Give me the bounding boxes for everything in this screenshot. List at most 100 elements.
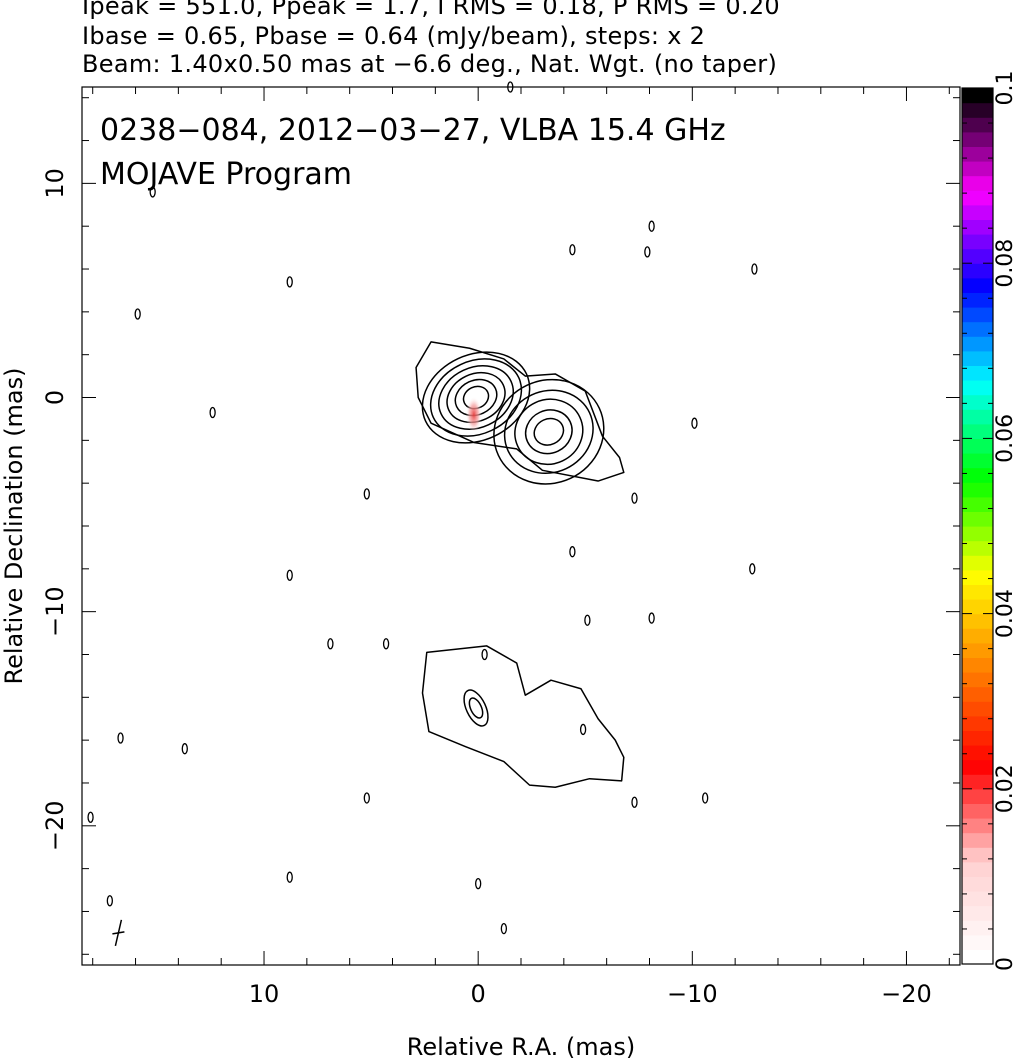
noise-island <box>644 246 651 258</box>
colorbar-step <box>962 496 993 512</box>
noise-island <box>134 308 141 320</box>
contour-south-inner <box>463 689 489 727</box>
colorbar-step <box>962 934 993 950</box>
contour-core <box>429 358 523 437</box>
colorbar-step <box>962 803 993 819</box>
colorbar-step <box>962 350 993 366</box>
colorbar-step <box>962 832 993 848</box>
colorbar-step <box>962 234 993 250</box>
y-tick-label: −10 <box>41 586 69 637</box>
x-axis: 10 0 −10 −20 <box>92 87 950 1008</box>
colorbar-step <box>962 307 993 323</box>
colorbar-step <box>962 248 993 264</box>
colorbar-step <box>962 788 993 804</box>
contour-south-inner <box>468 697 484 719</box>
noise-island <box>117 732 124 744</box>
noise-island <box>569 244 576 256</box>
colorbar-step <box>962 467 993 483</box>
colorbar-step <box>962 861 993 877</box>
colorbar-step <box>962 438 993 454</box>
contour-core <box>438 365 514 430</box>
noise-island <box>584 614 591 626</box>
x-tick-label: 10 <box>249 980 280 1008</box>
colorbar-step <box>962 759 993 775</box>
noise-island <box>87 811 94 823</box>
noise-island <box>286 871 293 883</box>
contour-jet <box>524 409 573 455</box>
contour-envelope-main <box>415 341 625 482</box>
contour-core <box>454 378 498 417</box>
header-line-base: Ibase = 0.65, Pbase = 0.64 (mJy/beam), s… <box>82 22 706 50</box>
noise-island <box>648 220 655 232</box>
noise-island <box>363 792 370 804</box>
colorbar-step <box>962 380 993 396</box>
colorbar-step <box>962 701 993 717</box>
colorbar-step <box>962 657 993 673</box>
colorbar-step <box>962 847 993 863</box>
noise-island <box>749 563 756 575</box>
noise-island <box>631 492 638 504</box>
noise-island <box>327 638 334 650</box>
colorbar-step <box>962 131 993 147</box>
colorbar-step <box>962 409 993 425</box>
colorbar-step <box>962 569 993 585</box>
y-axis: 10 0 −10 −20 <box>41 97 960 955</box>
colorbar-step <box>962 292 993 308</box>
colorbar-step <box>962 628 993 644</box>
colorbar-step <box>962 423 993 439</box>
contour-jet <box>533 417 565 446</box>
chart-title: 0238−084, 2012−03−27, VLBA 15.4 GHz <box>100 113 726 148</box>
noise-island <box>481 648 488 661</box>
contour-core <box>446 371 506 424</box>
colorbar-step <box>962 715 993 731</box>
colorbar-border <box>961 87 994 965</box>
colorbar-step <box>962 599 993 615</box>
colorbar-step <box>962 175 993 191</box>
noise-island <box>209 406 216 419</box>
noise-island <box>181 743 188 755</box>
noise-island <box>691 417 698 429</box>
colorbar-step <box>962 526 993 542</box>
colorbar-step <box>962 920 993 936</box>
colorbar-tick-label: 0.02 <box>993 764 1018 813</box>
colorbar-step <box>962 263 993 279</box>
noise-island <box>648 612 655 624</box>
beam-minor-axis <box>112 931 125 935</box>
noise-island <box>363 488 370 500</box>
plot-border <box>81 86 961 966</box>
contour-jet <box>493 378 605 485</box>
y-tick-label: 0 <box>41 390 69 405</box>
colorbar-tick-label: 0.04 <box>993 589 1018 638</box>
colorbar-step <box>962 642 993 658</box>
contour-envelope-south <box>421 645 625 789</box>
contour-lines <box>112 341 625 947</box>
colorbar-step <box>962 190 993 206</box>
chart-subtitle: MOJAVE Program <box>100 157 352 192</box>
colorbar-tick-label: 0.08 <box>993 239 1018 288</box>
colorbar-step <box>962 891 993 907</box>
colorbar-step <box>962 88 993 104</box>
y-axis-label: Relative Declination (mas) <box>0 367 28 684</box>
colorbar-step <box>962 277 993 293</box>
plot-frame <box>81 86 961 966</box>
colorbar-step <box>962 365 993 381</box>
colorbar-step <box>962 686 993 702</box>
colorbar-step <box>962 102 993 118</box>
polarization-peak <box>465 396 482 433</box>
noise-island <box>569 546 576 558</box>
colorbar-step <box>962 730 993 746</box>
noise-island <box>500 922 508 935</box>
colorbar-step <box>962 540 993 556</box>
y-tick-label: −20 <box>41 800 69 851</box>
noise-island <box>751 263 758 275</box>
colorbar-step <box>962 905 993 921</box>
colorbar-step <box>962 584 993 600</box>
colorbar-step <box>962 453 993 469</box>
noise-contours <box>87 81 758 935</box>
colorbar-step <box>962 876 993 892</box>
noise-island <box>149 186 156 198</box>
x-tick-label: 0 <box>471 980 486 1008</box>
colorbar-step <box>962 818 993 834</box>
colorbar-step <box>962 204 993 220</box>
x-tick-label: −20 <box>881 980 932 1008</box>
